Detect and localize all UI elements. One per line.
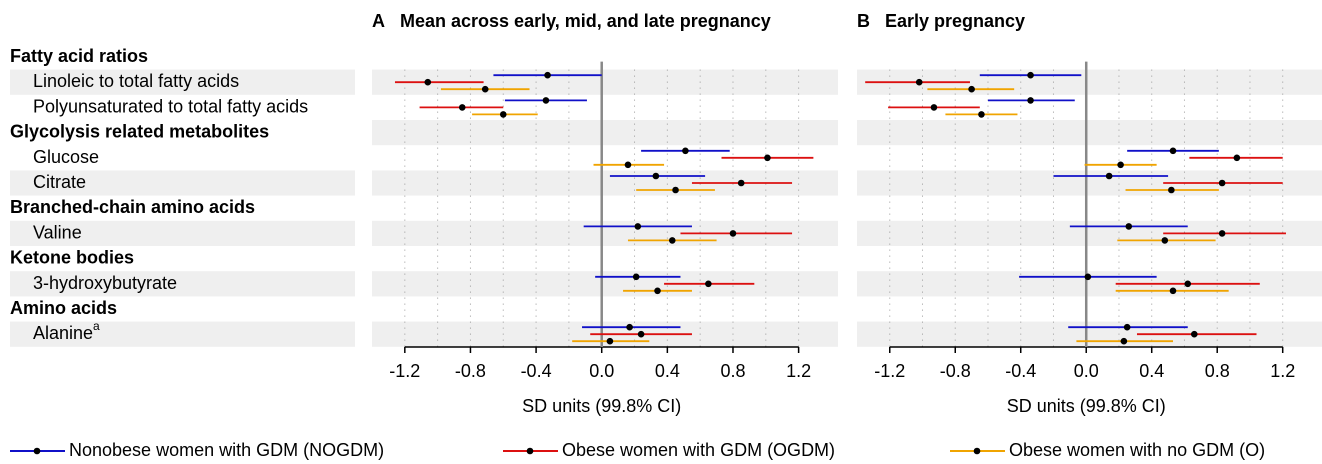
row-label-text: Valine bbox=[33, 222, 82, 242]
point bbox=[1169, 287, 1177, 295]
point bbox=[1161, 237, 1169, 244]
row-band bbox=[857, 120, 1322, 146]
row-label: 3-hydroxybutyrate bbox=[33, 273, 177, 293]
group-heading: Glycolysis related metabolites bbox=[10, 121, 269, 141]
x-axis-label: SD units (99.8% CI) bbox=[1007, 396, 1166, 416]
point bbox=[424, 78, 432, 86]
legend-dot bbox=[973, 447, 981, 455]
point bbox=[634, 223, 642, 230]
point bbox=[930, 104, 938, 111]
row-label-text: Citrate bbox=[33, 172, 86, 192]
point bbox=[729, 230, 737, 237]
point bbox=[915, 78, 923, 86]
point bbox=[1184, 280, 1192, 288]
row-label-text: Alanine bbox=[33, 323, 93, 343]
point bbox=[1027, 71, 1034, 79]
point bbox=[542, 97, 550, 104]
point bbox=[1125, 223, 1133, 230]
footnote-mark: a bbox=[93, 319, 100, 333]
x-tick-label: 0.8 bbox=[720, 361, 745, 381]
row-label-text: Linoleic to total fatty acids bbox=[33, 71, 239, 91]
row-band bbox=[10, 170, 355, 196]
legend-label: Obese women with no GDM (O) bbox=[1009, 440, 1265, 460]
row-label: Glucose bbox=[33, 147, 99, 167]
x-tick-label: 0.8 bbox=[1205, 361, 1230, 381]
point bbox=[1027, 97, 1034, 104]
x-axis-label: SD units (99.8% CI) bbox=[522, 396, 681, 416]
x-tick-label: -0.4 bbox=[521, 361, 552, 381]
legend-label: Nonobese women with GDM (NOGDM) bbox=[69, 440, 384, 460]
x-tick-label: 1.2 bbox=[1270, 361, 1295, 381]
point bbox=[705, 280, 712, 288]
point bbox=[668, 237, 676, 244]
x-tick-label: -0.8 bbox=[940, 361, 971, 381]
point bbox=[1168, 186, 1175, 194]
row-label: Linoleic to total fatty acids bbox=[33, 71, 239, 91]
point bbox=[1233, 154, 1241, 162]
row-label-text: Polyunsaturated to total fatty acids bbox=[33, 96, 308, 116]
point bbox=[637, 330, 645, 338]
group-heading: Branched-chain amino acids bbox=[10, 197, 255, 217]
group-heading: Amino acids bbox=[10, 298, 117, 318]
point bbox=[1123, 323, 1131, 331]
point bbox=[968, 85, 975, 93]
row-band bbox=[372, 120, 838, 146]
group-heading: Fatty acid ratios bbox=[10, 46, 148, 66]
point bbox=[606, 337, 614, 345]
row-label: Valine bbox=[33, 222, 82, 242]
row-label: Polyunsaturated to total fatty acids bbox=[33, 96, 308, 116]
point bbox=[1169, 147, 1177, 155]
x-tick-label: 0.0 bbox=[589, 361, 614, 381]
row-band bbox=[10, 271, 355, 297]
row-label: Citrate bbox=[33, 172, 86, 192]
point bbox=[654, 287, 661, 295]
point bbox=[1120, 337, 1128, 345]
point bbox=[737, 179, 745, 187]
point bbox=[978, 111, 985, 118]
panel-letter: B bbox=[857, 11, 870, 31]
row-label-text: 3-hydroxybutyrate bbox=[33, 273, 177, 293]
point bbox=[499, 111, 507, 118]
legend-dot bbox=[526, 447, 534, 455]
x-tick-label: -0.4 bbox=[1005, 361, 1036, 381]
x-tick-label: 1.2 bbox=[786, 361, 811, 381]
row-band bbox=[10, 69, 355, 95]
panel-title: Early pregnancy bbox=[885, 11, 1025, 31]
row-label: Alaninea bbox=[33, 319, 100, 343]
x-tick-label: -1.2 bbox=[874, 361, 905, 381]
point bbox=[652, 172, 660, 180]
point bbox=[1105, 172, 1113, 180]
legend-label: Obese women with GDM (OGDM) bbox=[562, 440, 835, 460]
panel-letter: A bbox=[372, 11, 385, 31]
row-band bbox=[10, 220, 355, 246]
row-label-text: Glucose bbox=[33, 147, 99, 167]
point bbox=[1218, 230, 1226, 237]
x-tick-label: 0.0 bbox=[1074, 361, 1099, 381]
x-tick-label: -1.2 bbox=[389, 361, 420, 381]
point bbox=[1190, 330, 1198, 338]
panel-title: Mean across early, mid, and late pregnan… bbox=[400, 11, 771, 31]
point bbox=[1218, 179, 1226, 187]
x-tick-label: 0.4 bbox=[1139, 361, 1164, 381]
point bbox=[682, 147, 689, 155]
point bbox=[1084, 273, 1092, 281]
point bbox=[544, 71, 551, 79]
legend-dot bbox=[33, 447, 41, 455]
point bbox=[764, 154, 771, 162]
point bbox=[626, 323, 633, 331]
point bbox=[1117, 161, 1124, 169]
point bbox=[632, 273, 640, 281]
point bbox=[458, 104, 466, 111]
point bbox=[481, 85, 489, 93]
x-tick-label: -0.8 bbox=[455, 361, 486, 381]
group-heading: Ketone bodies bbox=[10, 247, 134, 267]
point bbox=[624, 161, 632, 169]
row-band bbox=[10, 321, 355, 347]
point bbox=[672, 186, 679, 194]
row-band bbox=[372, 271, 838, 297]
x-tick-label: 0.4 bbox=[655, 361, 680, 381]
